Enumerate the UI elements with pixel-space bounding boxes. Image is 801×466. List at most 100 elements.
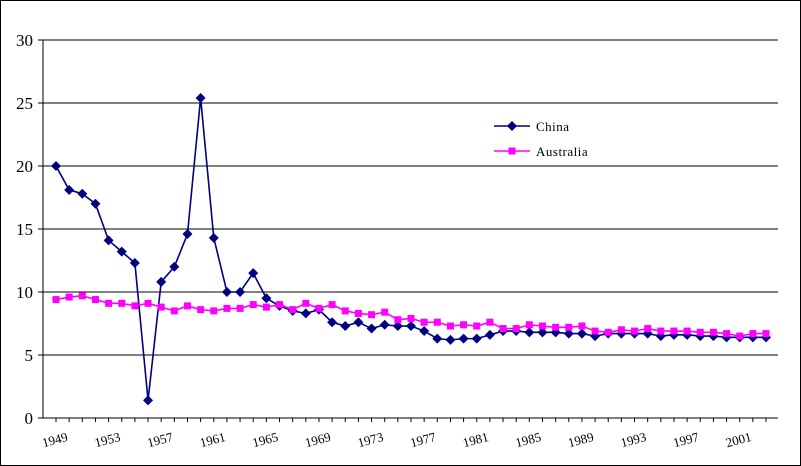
legend: China Australia	[494, 119, 588, 159]
data-point	[78, 292, 86, 300]
x-tick-label: 1977	[408, 429, 437, 450]
data-point	[563, 328, 574, 339]
y-tick-label: 20	[16, 157, 33, 176]
data-point	[51, 161, 61, 171]
y-tick-label: 15	[16, 220, 33, 239]
data-point	[644, 325, 652, 333]
data-point	[52, 296, 60, 304]
data-point	[670, 327, 678, 335]
data-point	[300, 308, 311, 319]
data-point	[524, 327, 535, 338]
data-point	[129, 258, 140, 269]
x-tick-label: 1973	[356, 429, 385, 450]
data-point	[381, 308, 389, 316]
data-point	[262, 303, 270, 311]
data-point	[565, 323, 573, 331]
data-point	[289, 306, 297, 314]
data-point	[157, 303, 165, 311]
data-point	[77, 188, 88, 199]
x-tick-label: 1997	[671, 429, 700, 450]
data-point	[433, 318, 441, 326]
x-tick-label: 1969	[303, 429, 332, 450]
data-point	[221, 287, 232, 297]
data-point	[576, 328, 587, 339]
data-point	[210, 307, 218, 315]
data-point	[406, 321, 416, 332]
data-point	[683, 327, 691, 335]
data-point	[552, 323, 560, 331]
x-tick-label: 1949	[40, 429, 69, 450]
x-tick-label: 1961	[198, 429, 227, 450]
data-point	[762, 330, 770, 338]
series-china	[51, 92, 771, 406]
data-point	[604, 328, 612, 336]
gridlines	[43, 39, 778, 356]
data-point	[144, 299, 152, 307]
data-point	[458, 333, 469, 344]
data-point	[736, 332, 744, 340]
x-tick-label: 1965	[251, 429, 280, 450]
data-point	[91, 296, 99, 304]
data-point	[118, 299, 126, 307]
y-tick-label: 30	[16, 31, 33, 50]
data-point	[223, 304, 231, 312]
data-point	[197, 306, 205, 314]
data-point	[749, 330, 757, 338]
data-point	[327, 317, 338, 328]
x-tick-label: 2001	[724, 429, 753, 450]
data-point	[302, 299, 310, 307]
data-point	[195, 92, 206, 103]
data-point	[65, 293, 73, 301]
data-point	[525, 321, 533, 329]
x-tick-label: 1953	[93, 429, 122, 450]
data-point	[473, 322, 481, 330]
data-point	[236, 304, 244, 312]
data-point	[276, 301, 284, 309]
data-point	[537, 327, 548, 338]
x-tick-label: 1993	[619, 429, 648, 450]
data-point	[392, 321, 403, 332]
data-point	[486, 318, 494, 326]
data-point	[116, 246, 127, 257]
data-point	[328, 301, 336, 309]
data-point	[709, 328, 717, 336]
data-point	[183, 302, 191, 310]
data-point	[169, 261, 180, 272]
data-point	[261, 293, 272, 304]
data-point	[90, 198, 101, 209]
data-point	[208, 232, 219, 243]
data-point	[64, 184, 75, 195]
data-point	[366, 323, 377, 334]
data-point	[432, 333, 443, 344]
data-point	[617, 326, 625, 334]
y-tick-label: 25	[16, 94, 33, 113]
data-point	[170, 307, 178, 315]
data-point	[131, 302, 139, 310]
data-point	[407, 314, 415, 322]
data-point	[723, 330, 731, 338]
data-point	[696, 328, 704, 336]
data-point	[354, 309, 362, 317]
legend-china-marker	[507, 121, 517, 131]
data-point	[103, 235, 114, 246]
data-point	[353, 317, 364, 328]
data-point	[315, 304, 323, 312]
x-tick-label: 1989	[566, 429, 595, 450]
x-tick-label: 1985	[514, 429, 543, 450]
data-point	[460, 321, 468, 329]
data-point	[249, 301, 257, 309]
data-point	[631, 327, 639, 335]
data-point	[394, 316, 402, 324]
data-point	[512, 325, 520, 333]
data-point	[248, 268, 259, 279]
x-tick-label: 1981	[461, 429, 490, 450]
data-point	[446, 322, 454, 330]
y-tick-label: 0	[25, 409, 34, 428]
data-point	[591, 327, 599, 335]
data-point	[341, 307, 349, 315]
data-point	[471, 333, 482, 344]
data-point	[105, 299, 113, 307]
legend-china-label: China	[536, 119, 570, 134]
data-point	[235, 287, 246, 297]
